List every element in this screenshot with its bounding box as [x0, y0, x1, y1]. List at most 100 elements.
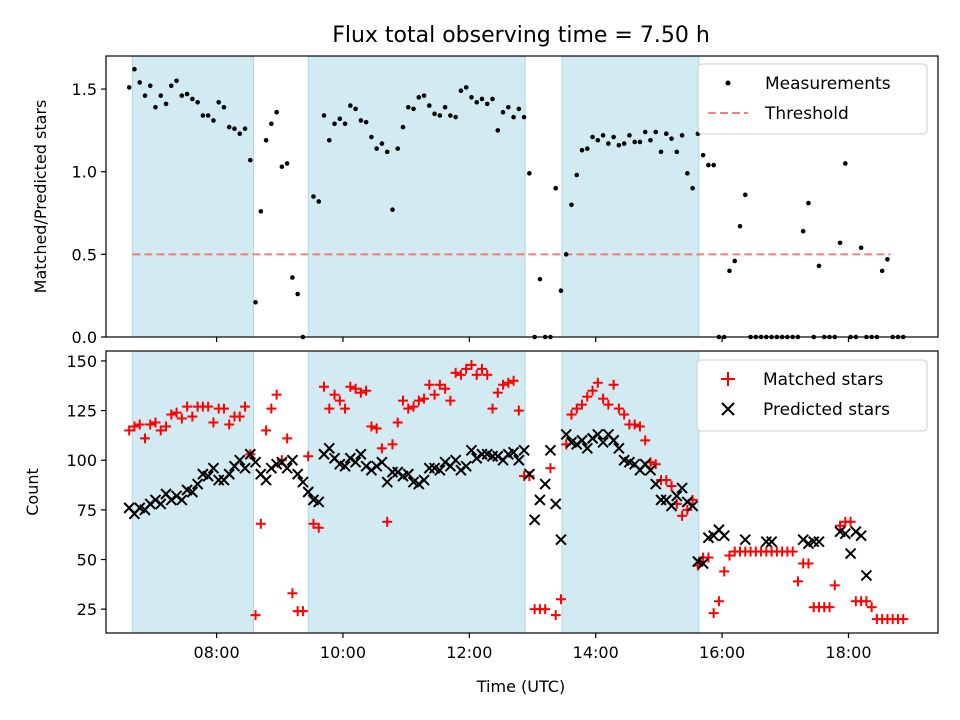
- measurement-point: [563, 252, 569, 257]
- measurement-point: [669, 136, 674, 141]
- predicted-star-point: [291, 468, 304, 480]
- matched-star-point: [703, 552, 714, 563]
- measurement-point: [637, 139, 643, 145]
- measurement-point: [279, 164, 285, 170]
- measurement-point: [800, 228, 806, 234]
- measurement-point: [353, 106, 358, 112]
- bottom-ytick-label: 150: [66, 352, 97, 371]
- matched-star-point: [803, 558, 814, 569]
- top-axes-frame: [105, 55, 939, 338]
- measurement-point: [448, 113, 453, 118]
- measurement-point: [511, 114, 516, 120]
- measurement-point: [258, 209, 264, 214]
- measurement-point: [506, 104, 511, 110]
- bottom-y-ticks: 25 50 75 100 125 150: [66, 352, 106, 619]
- legend-measurements-marker: [725, 80, 731, 86]
- predicted-star-point: [223, 468, 235, 480]
- measurement-point: [326, 138, 332, 143]
- measurement-point: [132, 66, 137, 72]
- measurement-point: [390, 207, 395, 213]
- observing-interval-3: [561, 350, 700, 634]
- measurement-point: [469, 95, 474, 100]
- bottom-legend: Matched stars Predicted stars: [696, 359, 928, 432]
- matched-star-point: [540, 604, 551, 615]
- top-legend-frame: [697, 63, 928, 135]
- measurement-point: [137, 80, 143, 85]
- predicted-star-point: [244, 448, 256, 460]
- measurement-point: [627, 133, 632, 138]
- matched-star-point: [124, 425, 135, 436]
- matched-star-point: [666, 481, 677, 492]
- matched-star-point: [403, 403, 414, 414]
- predicted-star-point: [155, 498, 167, 510]
- matched-star-point: [419, 393, 430, 404]
- measurement-point: [537, 276, 543, 282]
- measurement-point: [411, 106, 416, 112]
- measurement-point: [806, 200, 811, 206]
- matched-star-point: [434, 379, 445, 390]
- observing-interval-3: [561, 55, 700, 338]
- measurement-point: [384, 149, 390, 155]
- xtick-label: 14:00: [573, 643, 619, 662]
- matched-star-point: [445, 395, 456, 406]
- top-y-axis-label: Matched/Predicted stars: [31, 100, 50, 294]
- measurement-point: [342, 121, 348, 127]
- xtick-label: 10:00: [320, 643, 366, 662]
- bottom-ytick-label: 50: [77, 551, 97, 570]
- predicted-star-point: [302, 486, 314, 498]
- matched-star-point: [171, 407, 182, 418]
- matched-star-point: [861, 596, 872, 607]
- measurement-point: [606, 141, 611, 146]
- measurement-point: [416, 95, 422, 100]
- predicted-star-point: [465, 444, 478, 457]
- matched-star-point: [545, 463, 556, 474]
- xtick-label: 12:00: [446, 643, 492, 662]
- predicted-star-point: [676, 482, 688, 494]
- matched-star-point: [287, 588, 298, 599]
- matched-star-point: [829, 580, 840, 591]
- matched-star-point: [308, 518, 319, 529]
- matched-star-point: [461, 363, 472, 374]
- measurement-point: [142, 93, 148, 98]
- predicted-stars-series: [123, 428, 873, 582]
- measurement-point: [679, 133, 685, 138]
- observing-interval-1: [131, 55, 254, 338]
- measurement-point: [316, 199, 322, 204]
- measurement-point: [437, 113, 443, 118]
- predicted-star-point: [560, 428, 572, 441]
- measurement-point: [500, 109, 506, 115]
- matched-star-point: [376, 443, 387, 454]
- predicted-star-point: [686, 500, 699, 512]
- matched-star-point: [503, 377, 514, 388]
- measurement-point: [558, 288, 564, 294]
- measurement-point: [700, 152, 706, 158]
- measurement-point: [663, 131, 669, 136]
- measurement-point: [216, 99, 221, 105]
- measurement-point: [421, 93, 427, 98]
- top-ytick-label: 0.5: [72, 245, 97, 264]
- matched-star-point: [587, 385, 598, 396]
- predicted-star-point: [349, 456, 362, 468]
- matched-star-point: [319, 381, 330, 392]
- bottom-y-axis-label: Count: [23, 468, 42, 516]
- matched-star-point: [297, 606, 308, 617]
- predicted-star-point: [739, 533, 751, 546]
- predicted-star-point: [844, 547, 857, 560]
- matched-star-point: [845, 516, 856, 527]
- measurement-point: [648, 138, 653, 143]
- predicted-star-point: [549, 498, 562, 510]
- measurement-point: [358, 118, 364, 123]
- bottom-axes-frame: [105, 350, 939, 634]
- measurement-point: [432, 111, 437, 117]
- matched-star-point: [661, 475, 672, 486]
- matched-star-point: [592, 377, 603, 388]
- matched-star-point: [392, 417, 403, 428]
- matched-star-point: [303, 451, 314, 462]
- top-y-ticks: 0.0 0.5 1.0 1.5: [72, 80, 106, 347]
- measurement-point: [600, 133, 606, 138]
- matched-star-point: [603, 399, 614, 410]
- predicted-star-point: [581, 442, 594, 455]
- measurement-point: [427, 103, 432, 108]
- measurement-point: [885, 257, 890, 262]
- matched-star-point: [550, 610, 561, 621]
